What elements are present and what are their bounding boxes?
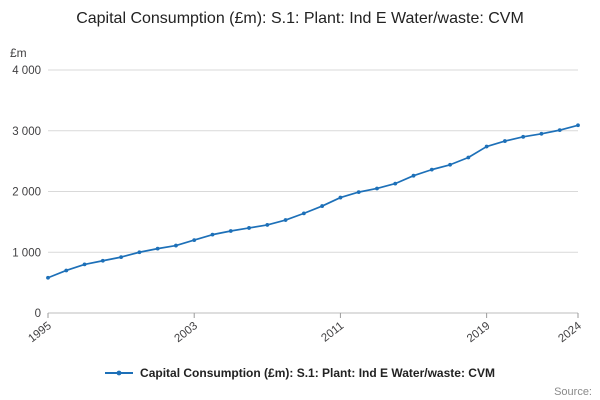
y-tick-label: 0 [35, 308, 41, 320]
data-point-marker [557, 128, 562, 133]
data-point-marker [539, 131, 544, 136]
data-point-marker [46, 275, 50, 280]
data-point-marker [100, 258, 105, 263]
data-line [47, 124, 579, 279]
x-tick-label: 2003 [172, 320, 200, 345]
data-point-marker [265, 223, 270, 227]
data-point-marker [502, 139, 507, 143]
data-point-marker [320, 204, 325, 208]
data-point-marker [119, 255, 124, 260]
data-point-marker [155, 246, 160, 251]
data-point-marker [192, 238, 197, 243]
x-tick-label: 2019 [465, 320, 493, 345]
data-point-marker [210, 232, 215, 237]
data-point-marker [137, 250, 142, 255]
source-text: Source: [554, 386, 592, 398]
legend-marker [116, 370, 122, 376]
data-point-marker [521, 134, 526, 139]
data-point-marker [301, 211, 306, 216]
y-tick-label: 1 000 [12, 247, 41, 259]
data-point-marker [411, 173, 416, 178]
legend-label: Capital Consumption (£m): S.1: Plant: In… [140, 366, 495, 380]
line-chart-plot-area: 0 1 000 2 000 3 000 4 000 1995 2003 2011 2019 202… [12, 65, 584, 346]
data-point-marker [283, 218, 288, 222]
legend: Capital Consumption (£m): S.1: Plant: In… [0, 366, 600, 380]
y-tick-label: 4 000 [12, 65, 41, 77]
data-point-marker [228, 229, 233, 233]
x-tick-label: 2024 [556, 320, 584, 346]
y-tick-label: 2 000 [12, 187, 41, 199]
data-point-marker [429, 167, 434, 172]
chart-title: Capital Consumption (£m): S.1: Plant: In… [76, 10, 524, 27]
x-tick-label: 1995 [26, 320, 54, 345]
data-point-marker [375, 186, 379, 191]
data-point-marker [356, 190, 361, 195]
data-point-marker [247, 226, 251, 230]
data-point-marker [448, 162, 452, 167]
data-point-marker [82, 262, 87, 267]
data-point-marker [64, 268, 69, 273]
y-axis-unit-label: £m [10, 46, 27, 60]
y-tick-label: 3 000 [12, 126, 41, 138]
data-point-marker [576, 123, 580, 128]
x-tick-label: 2011 [319, 320, 346, 345]
legend-line-icon [105, 370, 134, 376]
data-point-marker [393, 181, 398, 186]
data-point-marker [174, 243, 178, 248]
data-point-marker [466, 155, 471, 160]
data-point-marker [338, 195, 343, 200]
data-point-marker [484, 144, 489, 149]
